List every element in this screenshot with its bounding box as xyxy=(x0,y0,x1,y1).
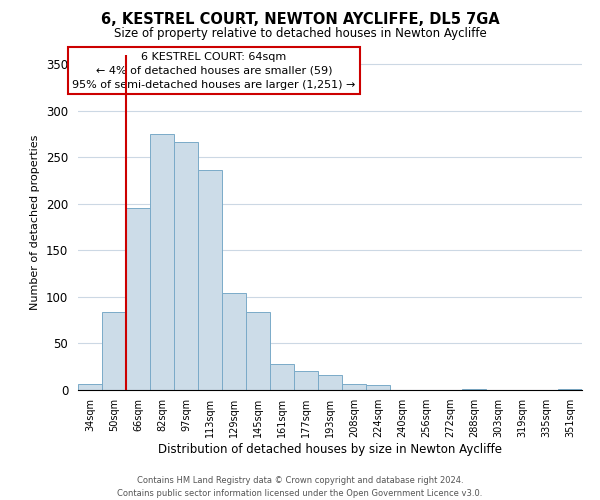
Text: Contains HM Land Registry data © Crown copyright and database right 2024.
Contai: Contains HM Land Registry data © Crown c… xyxy=(118,476,482,498)
Bar xyxy=(78,384,102,390)
Bar xyxy=(102,312,126,390)
X-axis label: Distribution of detached houses by size in Newton Aycliffe: Distribution of detached houses by size … xyxy=(158,442,502,456)
Y-axis label: Number of detached properties: Number of detached properties xyxy=(31,135,40,310)
Bar xyxy=(174,142,198,390)
Text: 6 KESTREL COURT: 64sqm
← 4% of detached houses are smaller (59)
95% of semi-deta: 6 KESTREL COURT: 64sqm ← 4% of detached … xyxy=(73,52,356,90)
Bar xyxy=(150,134,174,390)
Bar xyxy=(318,375,342,390)
Bar xyxy=(366,386,390,390)
Bar xyxy=(294,372,318,390)
Bar xyxy=(270,364,294,390)
Text: Size of property relative to detached houses in Newton Aycliffe: Size of property relative to detached ho… xyxy=(113,28,487,40)
Bar xyxy=(342,384,366,390)
Bar xyxy=(198,170,222,390)
Bar xyxy=(558,389,582,390)
Bar xyxy=(462,389,486,390)
Bar xyxy=(126,208,150,390)
Bar xyxy=(246,312,270,390)
Bar xyxy=(222,293,246,390)
Text: 6, KESTREL COURT, NEWTON AYCLIFFE, DL5 7GA: 6, KESTREL COURT, NEWTON AYCLIFFE, DL5 7… xyxy=(101,12,499,28)
